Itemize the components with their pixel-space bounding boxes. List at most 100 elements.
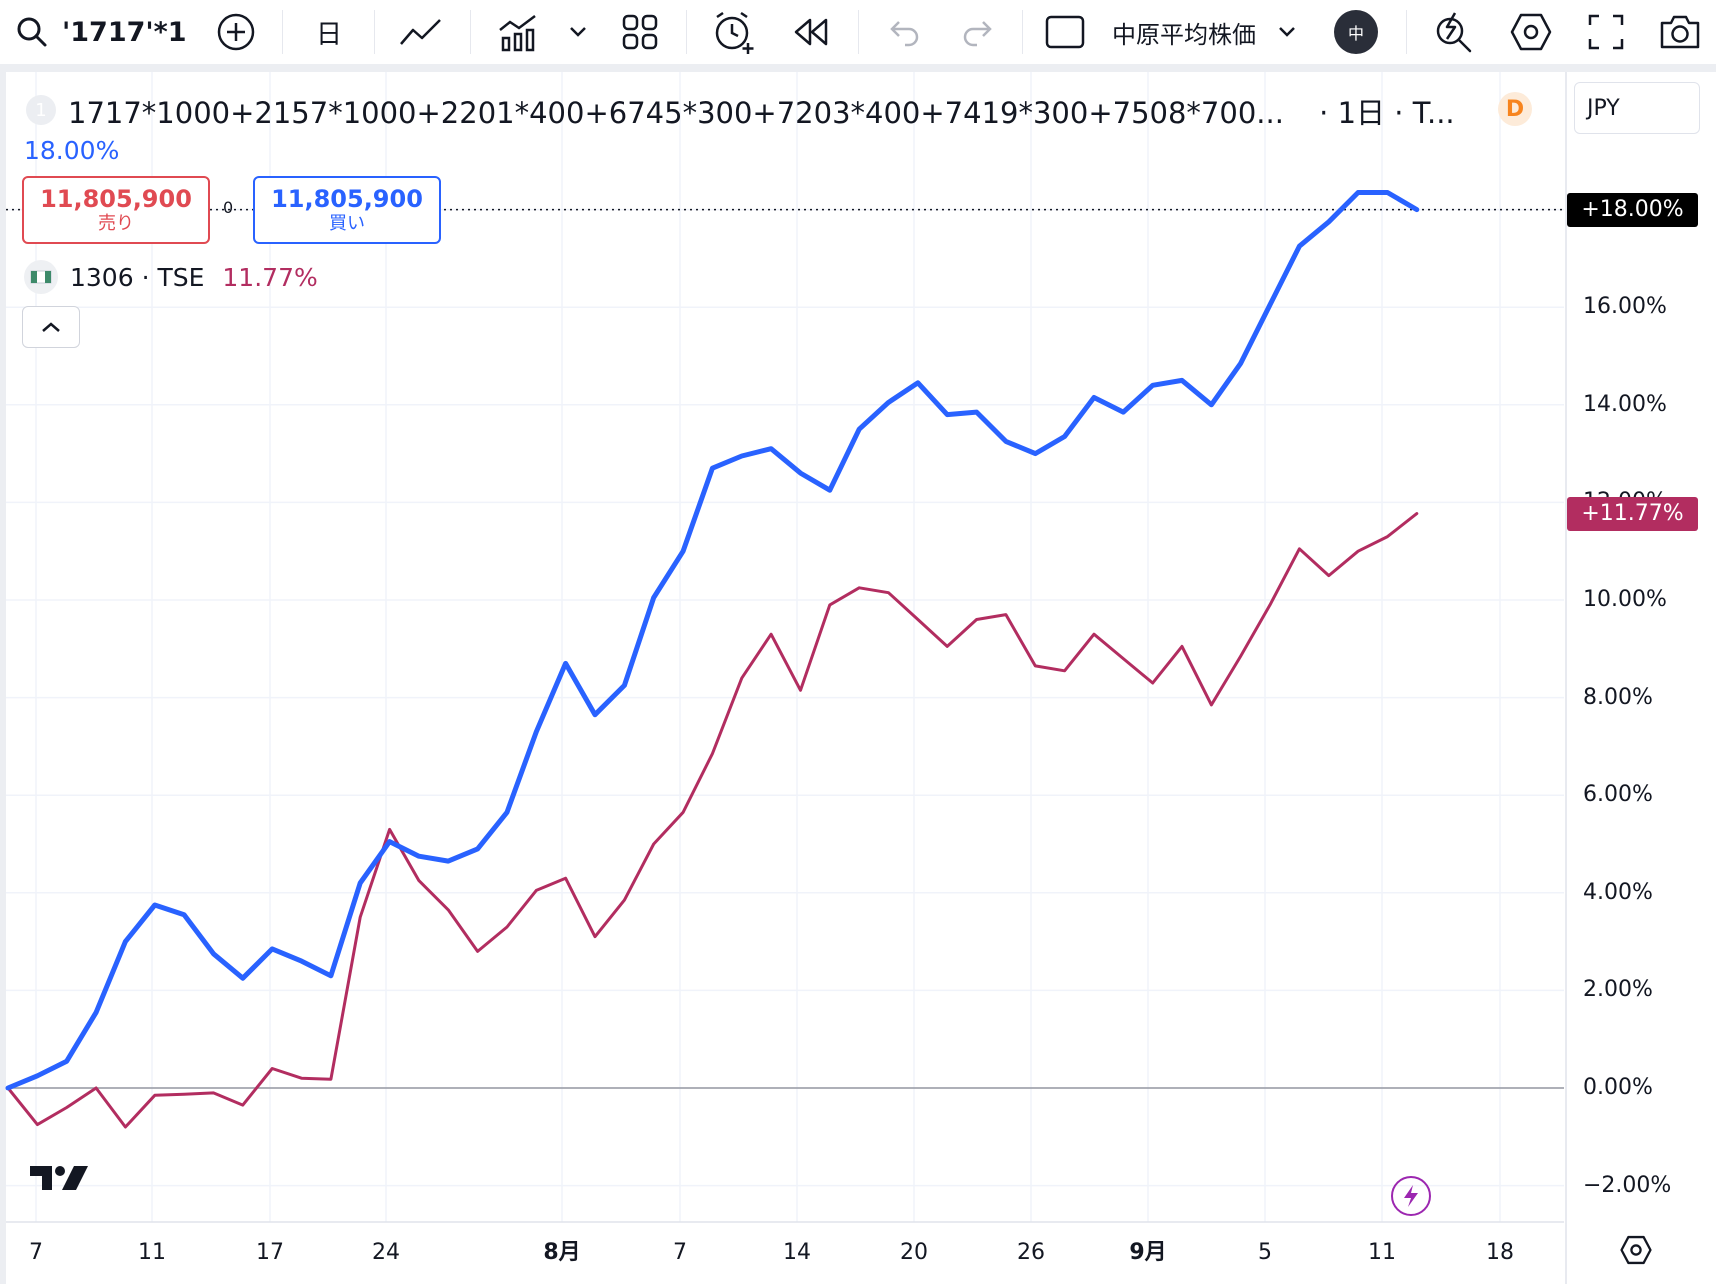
grid-layer — [6, 72, 1564, 1222]
series-layer — [5, 190, 1420, 1129]
price-axis-tick-label: 10.00% — [1583, 587, 1667, 612]
fullscreen-icon — [1587, 13, 1625, 51]
replay-button[interactable] — [788, 0, 836, 64]
undo-button[interactable] — [880, 0, 926, 64]
main-series-value: 18.00% — [24, 136, 120, 165]
screenshot-button[interactable] — [1656, 0, 1704, 64]
indicators-dropdown[interactable] — [566, 0, 590, 64]
time-axis-tick-label: 24 — [372, 1240, 400, 1265]
time-axis-tick-label: 17 — [256, 1240, 284, 1265]
compare-symbol-icon — [24, 260, 58, 294]
time-axis-tick-label: 18 — [1486, 1240, 1514, 1265]
left-panel-edge — [0, 72, 6, 1284]
layout-button[interactable] — [616, 0, 664, 64]
search-icon — [14, 14, 50, 50]
spread-value: 0 — [223, 198, 234, 217]
price-axis-tick-label: 0.00% — [1583, 1075, 1653, 1100]
compare-symbol-value: 11.77% — [222, 262, 318, 292]
toolbar-divider — [1022, 10, 1023, 54]
tradingview-logo[interactable] — [28, 1162, 92, 1198]
square-icon — [1045, 14, 1085, 50]
compare-symbol-label: 1306 · TSE — [70, 262, 205, 292]
index-selector-dropdown[interactable]: 中原平均株価 — [1112, 0, 1320, 64]
axis-settings-button[interactable] — [1620, 1234, 1652, 1270]
compare-series-legend[interactable]: 1306 · TSE 11.77% — [24, 260, 318, 294]
avatar: 中 — [1334, 10, 1378, 54]
toolbar-divider — [858, 10, 859, 54]
legend-collapse-button[interactable] — [22, 306, 80, 348]
lightning-search-icon — [1433, 11, 1475, 53]
avatar-letter: 中 — [1347, 24, 1364, 43]
delayed-data-badge[interactable]: D — [1498, 92, 1532, 126]
redo-icon — [961, 17, 997, 47]
line-chart-icon — [398, 14, 446, 50]
compare-series-price-tag: +11.77% — [1567, 496, 1698, 531]
toolbar-divider — [1406, 10, 1407, 54]
interval-suffix: · 1日 · T... — [1319, 96, 1455, 130]
main-series-line — [5, 190, 1420, 1091]
plus-circle-icon — [216, 12, 256, 52]
toolbar-divider — [374, 10, 375, 54]
undo-icon — [885, 17, 921, 47]
delayed-data-letter: D — [1505, 96, 1525, 122]
gear-icon — [1510, 11, 1552, 53]
main-series-legend[interactable]: 1717*1000+2157*1000+2201*400+6745*300+72… — [68, 90, 1455, 132]
price-axis-tick-label: 6.00% — [1583, 782, 1653, 808]
toolbar-separator — [0, 64, 1716, 72]
time-axis-tick-label: 9月 — [1129, 1240, 1166, 1265]
top-toolbar: '1717'*1 日 — [0, 0, 1716, 64]
time-axis-tick-label: 11 — [1368, 1240, 1396, 1265]
sell-button[interactable]: 11,805,900 売り — [22, 176, 210, 244]
buy-button[interactable]: 11,805,900 買い — [253, 176, 441, 244]
series-title: 1717*1000+2157*1000+2201*400+6745*300+72… — [68, 96, 1284, 130]
pane-number: 1 — [35, 99, 47, 121]
time-axis: 7 11 17 24 8月 7 14 20 26 9月 5 11 18 — [29, 1240, 1514, 1265]
main-series-price-tag-text: +18.00% — [1581, 197, 1684, 223]
toolbar-divider — [282, 10, 283, 54]
chart-type-button[interactable] — [396, 0, 448, 64]
compare-series-price-tag-text: +11.77% — [1581, 501, 1684, 527]
redo-button[interactable] — [956, 0, 1002, 64]
price-axis-tick-label: 8.00% — [1583, 684, 1653, 710]
toolbar-divider — [470, 10, 471, 54]
fullscreen-button[interactable] — [1584, 0, 1628, 64]
grid-layout-icon — [621, 13, 659, 51]
buy-price: 11,805,900 — [271, 185, 423, 213]
quick-search-button[interactable] — [1430, 0, 1478, 64]
alarm-clock-plus-icon — [711, 9, 757, 55]
currency-button[interactable]: JPY — [1574, 82, 1700, 134]
interval-label: 日 — [315, 19, 342, 50]
lightning-icon[interactable] — [1391, 1176, 1431, 1216]
symbol-label: '1717'*1 — [62, 16, 187, 48]
settings-button[interactable] — [1508, 0, 1554, 64]
price-axis-tick-label: 4.00% — [1583, 879, 1653, 905]
toolbar-divider — [686, 10, 687, 54]
pane-number-badge: 1 — [26, 95, 56, 125]
chevron-down-icon — [1278, 26, 1296, 38]
indicators-icon — [497, 12, 541, 52]
interval-button[interactable]: 日 — [306, 0, 352, 64]
buy-label: 買い — [329, 213, 365, 234]
time-axis-tick-label: 7 — [29, 1240, 43, 1265]
rewind-icon — [792, 16, 832, 48]
compare-add-button[interactable] — [212, 0, 260, 64]
symbol-search-button[interactable]: '1717'*1 — [14, 0, 274, 64]
rectangle-tool-button[interactable] — [1044, 0, 1086, 64]
chevron-down-icon — [569, 26, 587, 38]
currency-label: JPY — [1587, 95, 1620, 121]
time-axis-tick-label: 7 — [673, 1240, 687, 1265]
alert-button[interactable] — [708, 0, 760, 64]
indicators-button[interactable] — [494, 0, 544, 64]
gear-icon — [1620, 1234, 1652, 1266]
main-series-price-tag: +18.00% — [1567, 192, 1698, 227]
sell-price: 11,805,900 — [40, 185, 192, 213]
price-axis-tick-label: 2.00% — [1583, 977, 1653, 1003]
time-axis-tick-label: 11 — [138, 1240, 166, 1265]
chevron-up-icon — [41, 321, 61, 333]
time-axis-tick-label: 26 — [1017, 1240, 1045, 1265]
profile-avatar[interactable]: 中 — [1334, 0, 1378, 64]
time-axis-tick-label: 14 — [783, 1240, 811, 1265]
price-axis-tick-label: 14.00% — [1583, 391, 1667, 417]
camera-icon — [1658, 13, 1702, 51]
